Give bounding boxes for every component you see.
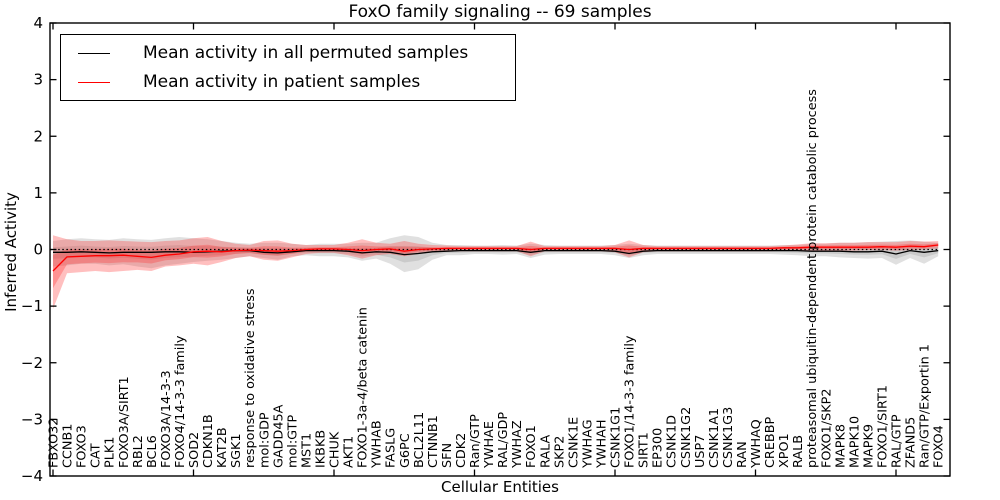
x-tick-label: KAT2B <box>215 427 230 468</box>
x-tick-label: RALA <box>538 434 553 468</box>
x-tick-label: YWHAB <box>370 420 385 469</box>
x-tick-label: RBL2 <box>131 435 146 468</box>
x-tick-label: FBXO32 <box>47 418 62 468</box>
x-tick-label: FOXO1 <box>524 425 539 468</box>
x-tick-label: YWHAG <box>580 419 595 469</box>
x-tick-label: BCL6 <box>145 435 160 468</box>
legend-entry-patient: Mean activity in patient samples <box>61 71 505 93</box>
x-tick-label: MST1 <box>299 433 314 468</box>
chart-title: FoxO family signaling -- 69 samples <box>348 2 652 22</box>
x-axis-label: Cellular Entities <box>441 478 559 496</box>
x-tick-label: FOXO3A/14-3-3 <box>159 370 174 468</box>
x-tick-label: XPO1 <box>777 433 792 468</box>
x-tick-label: CSNK1G1 <box>609 407 624 468</box>
patient-mean-line <box>52 244 939 272</box>
x-tick-label: SIRT1 <box>637 432 652 468</box>
y-tick-label: −1 <box>21 297 43 315</box>
x-tick-label: FOXO3A/SIRT1 <box>117 376 132 468</box>
x-tick-label: CAT <box>89 443 104 468</box>
y-tick-label: 3 <box>33 71 43 89</box>
x-tick-label: GADD45A <box>271 404 286 468</box>
y-tick-label: 0 <box>33 241 43 259</box>
x-tick-label: MAPK10 <box>847 416 862 468</box>
x-tick-label: CREBBP <box>763 417 778 468</box>
x-tick-label: FOXO4/14-3-3 family <box>173 335 188 468</box>
x-tick-label: G6PC <box>398 433 413 468</box>
x-tick-label: proteasomal ubiquitin-dependent protein … <box>805 89 820 468</box>
x-tick-label: CSNK1G2 <box>679 407 694 468</box>
x-tick-label: USP7 <box>693 435 708 468</box>
x-tick-label: RALB <box>791 435 806 468</box>
x-tick-label: CDKN1B <box>201 414 216 468</box>
x-tick-label: FOXO1/SIRT1 <box>876 385 891 468</box>
permuted-band <box>53 235 939 273</box>
x-tick-label: CSNK1A1 <box>707 408 722 468</box>
x-tick-label: SKP2 <box>552 436 567 468</box>
x-tick-label: RAL/GDP <box>496 412 511 468</box>
x-tick-label: IKBKB <box>313 430 328 468</box>
x-tick-label: CSNK1D <box>665 415 680 468</box>
x-tick-label: SGK1 <box>229 433 244 468</box>
x-tick-label: AKT1 <box>342 436 357 468</box>
y-tick-label: −3 <box>21 410 43 428</box>
x-tick-label: YWHAE <box>482 421 497 469</box>
x-tick-label: mol:GTP <box>285 415 300 468</box>
x-tick-label: response to oxidative stress <box>243 288 258 468</box>
x-tick-label: CHUK <box>328 431 343 468</box>
x-tick-label: YWHAH <box>595 420 610 469</box>
y-tick-label: 4 <box>33 14 43 32</box>
x-tick-label: YWHAZ <box>510 420 525 469</box>
y-tick-label: −4 <box>21 467 43 485</box>
legend-label-patient: Mean activity in patient samples <box>143 72 421 92</box>
x-tick-label: BCL2L11 <box>412 412 427 468</box>
x-tick-label: ZFAND5 <box>904 417 919 468</box>
x-tick-label: MAPK9 <box>861 424 876 468</box>
y-tick-label: 1 <box>33 184 43 202</box>
x-tick-label: FOXO1/14-3-3 family <box>623 335 638 468</box>
permuted-line-swatch <box>78 52 110 54</box>
x-tick-label: CSNK1E <box>566 417 581 468</box>
x-tick-label: FOXO1-3a-4/beta catenin <box>356 307 371 468</box>
x-tick-label: SFN <box>440 443 455 468</box>
x-tick-label: FOXO4 <box>932 425 947 468</box>
y-axis-label: Inferred Activity <box>2 192 20 312</box>
patient-band <box>53 235 939 309</box>
y-tick-label: −2 <box>21 354 43 372</box>
x-tick-label: CCNB1 <box>61 424 76 468</box>
x-tick-label: CTNNB1 <box>426 415 441 468</box>
x-tick-label: EP300 <box>651 428 666 468</box>
x-tick-label: RAL/GTP <box>890 414 905 468</box>
x-tick-label: Ran/GTP/Exportin 1 <box>918 344 933 468</box>
x-tick-label: PLK1 <box>103 437 118 468</box>
legend-label-permuted: Mean activity in all permuted samples <box>143 43 469 63</box>
x-tick-label: SOD2 <box>187 432 202 468</box>
x-tick-label: Ran/GTP <box>468 414 483 468</box>
x-tick-label: MAPK8 <box>833 424 848 468</box>
x-tick-label: YWHAQ <box>749 419 764 469</box>
x-tick-label: FOXO1/SKP2 <box>819 389 834 468</box>
x-tick-label: RAN <box>735 441 750 468</box>
x-category-labels: FBXO32 CCNB1 FOXO3 CAT PLK1 FOXO3A/SIRT1 RBL2 B… <box>47 89 947 469</box>
x-axis-ticks <box>52 23 897 476</box>
patient-line-swatch <box>78 81 110 83</box>
x-tick-label: FASLG <box>384 428 399 468</box>
x-tick-label: CSNK1G3 <box>721 407 736 468</box>
x-tick-label: FOXO3 <box>75 425 90 468</box>
x-tick-label: CDK2 <box>454 433 469 468</box>
y-axis-ticks: −4 −3 −2 −1 0 1 2 3 4 <box>21 14 950 485</box>
legend-entry-permuted: Mean activity in all permuted samples <box>61 42 505 64</box>
y-tick-label: 2 <box>33 127 43 145</box>
legend: Mean activity in all permuted samples Me… <box>60 34 516 101</box>
x-tick-label: mol:GDP <box>257 412 272 468</box>
